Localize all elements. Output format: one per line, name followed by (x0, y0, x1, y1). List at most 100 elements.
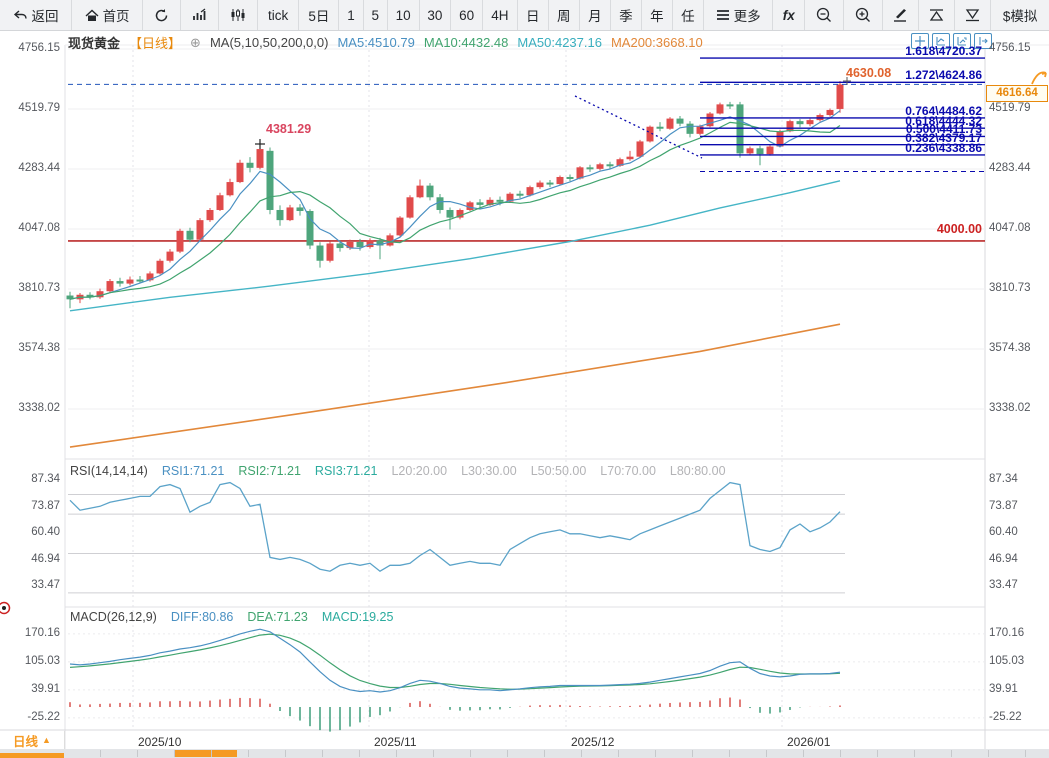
macd-axis-label: 170.16 (989, 626, 1025, 639)
ma50-value: MA50:4237.16 (517, 35, 602, 50)
indicator-panel-icon[interactable] (932, 33, 950, 49)
recent-high-label: 4630.08 (846, 66, 892, 80)
toolbar-zoom-in-button[interactable] (844, 0, 883, 30)
macd-axis-label: 105.03 (989, 654, 1025, 667)
toolbar-label: tick (267, 7, 289, 23)
price-axis-label: 4756.15 (989, 42, 1031, 54)
scrollbar-thumb[interactable] (175, 750, 237, 757)
toolbar-home-button[interactable]: 首页 (72, 0, 144, 30)
scrollbar-tick (914, 750, 915, 757)
toolbar-simulate-button[interactable]: $模拟 (991, 0, 1049, 30)
price-axis-label: 3810.73 (18, 281, 60, 294)
zoomout-icon (816, 7, 832, 23)
price-axis-label: 3338.02 (989, 401, 1031, 414)
rsi-axis-label: 60.40 (989, 526, 1018, 539)
triup-icon (928, 8, 945, 22)
toolbar-draw-button[interactable] (883, 0, 919, 30)
ma5-value: MA5:4510.79 (337, 35, 415, 50)
toolbar-label: 1 (347, 7, 355, 23)
macd-header: MACD(26,12,9) DIFF:80.86 DEA:71.23 MACD:… (70, 610, 393, 624)
toolbar-range-5-button[interactable]: 5 (364, 0, 388, 30)
scrollbar-tick (803, 750, 804, 757)
fib-level-label: 0.236\4338.86 (905, 140, 982, 155)
top-toolbar: 返回 首页 tick 5日 1 5 10 30 60 4H 日 周 月 季 年 任 更多 fx $模拟 (0, 0, 1049, 31)
scrollbar-tick (988, 750, 989, 757)
toolbar-bar-chart-button[interactable] (181, 0, 220, 30)
rsi-axis-label: 33.47 (989, 579, 1018, 592)
rsi-axis-label: 46.94 (31, 552, 60, 565)
current-price-badge: 4616.64 (986, 85, 1048, 102)
toolbar-more-button[interactable]: 更多 (704, 0, 774, 30)
scrollbar-tick (951, 750, 952, 757)
date-axis-label: 2025/11 (374, 735, 417, 749)
toolbar-refresh-button[interactable] (143, 0, 181, 30)
toolbar-label: 周 (557, 9, 571, 24)
toolbar-range-5d-button[interactable]: 5日 (299, 0, 340, 30)
scrollbar-tick (1025, 750, 1026, 757)
toolbar-label: 60 (459, 7, 475, 23)
toolbar-label: 任 (681, 9, 695, 24)
target-icon[interactable] (0, 600, 12, 616)
rsi-l20: L20:20.00 (391, 464, 448, 478)
chart-pane-icon[interactable] (953, 33, 971, 49)
scrollbar-tick (433, 750, 434, 757)
pencil-icon (892, 8, 908, 23)
toolbar-range-quarter-button[interactable]: 季 (611, 0, 642, 30)
macd-axis-label: 170.16 (24, 626, 60, 639)
rsi-axis-label: 87.34 (31, 473, 60, 485)
price-axis-label: 4283.44 (18, 161, 60, 174)
rsi-axis-label: 60.40 (31, 526, 60, 539)
tridown-icon (964, 8, 981, 22)
price-axis-label: 3574.38 (18, 341, 60, 354)
toolbar-range-1-button[interactable]: 1 (339, 0, 364, 30)
scrollbar-tick (322, 750, 323, 757)
rsi-axis-label: 73.87 (31, 499, 60, 512)
scrollbar-tick (840, 750, 841, 757)
toolbar-shape-up-button[interactable] (919, 0, 955, 30)
toolbar-shape-down-button[interactable] (955, 0, 992, 30)
rsi-axis-label: 46.94 (989, 552, 1018, 565)
price-axis-label: 4047.08 (18, 221, 60, 234)
toolbar-back-button[interactable]: 返回 (0, 0, 73, 30)
menu-icon (716, 9, 730, 21)
toolbar-range-week-button[interactable]: 周 (549, 0, 580, 30)
price-axis-label: 4283.44 (989, 161, 1031, 174)
scrollbar-tick (211, 750, 212, 757)
macd-axis-label: 39.91 (31, 682, 60, 695)
toolbar-zoom-out-button[interactable] (805, 0, 844, 30)
scrollbar-track[interactable] (0, 749, 1049, 758)
period-tag-label: 日线 (13, 734, 39, 749)
macd-axis-label: 39.91 (989, 682, 1018, 695)
rsi2-value: RSI2:71.21 (238, 464, 301, 478)
toolbar-fx-button[interactable]: fx (773, 0, 806, 30)
toolbar-label: fx (782, 7, 795, 23)
bars-icon (192, 8, 208, 22)
crosshair-icon[interactable] (911, 33, 929, 49)
toolbar-tick-button[interactable]: tick (258, 0, 300, 30)
rsi-title[interactable]: RSI(14,14,14) (70, 464, 148, 478)
toolbar-candle-chart-button[interactable] (219, 0, 259, 30)
toolbar-range-day-button[interactable]: 日 (518, 0, 549, 30)
toolbar-range-30-button[interactable]: 30 (420, 0, 452, 30)
period-underline (0, 753, 64, 758)
toolbar-range-custom-button[interactable]: 任 (673, 0, 704, 30)
symbol-name: 现货黄金 (68, 36, 121, 51)
price-axis-label: 3810.73 (989, 281, 1031, 294)
next-pane-icon[interactable] (974, 33, 992, 49)
toolbar-range-month-button[interactable]: 月 (580, 0, 611, 30)
period-tag[interactable]: 日线 ▲ (0, 731, 65, 749)
ma-settings[interactable]: MA(5,10,50,200,0,0) (209, 35, 329, 50)
price-axis-label: 4519.79 (989, 102, 1031, 114)
add-indicator-icon[interactable]: ⊕ (190, 34, 201, 50)
toolbar-label: 日 (526, 9, 540, 24)
rsi-l70: L70:70.00 (600, 464, 656, 478)
toolbar-range-year-button[interactable]: 年 (642, 0, 673, 30)
support-price-label: 4000.00 (936, 222, 982, 236)
toolbar-range-4h-button[interactable]: 4H (483, 0, 518, 30)
toolbar-range-60-button[interactable]: 60 (451, 0, 483, 30)
toolbar-label: 返回 (31, 9, 59, 24)
macd-title[interactable]: MACD(26,12,9) (70, 610, 157, 624)
rsi-axis-label: 87.34 (989, 473, 1018, 485)
toolbar-range-10-button[interactable]: 10 (388, 0, 420, 30)
